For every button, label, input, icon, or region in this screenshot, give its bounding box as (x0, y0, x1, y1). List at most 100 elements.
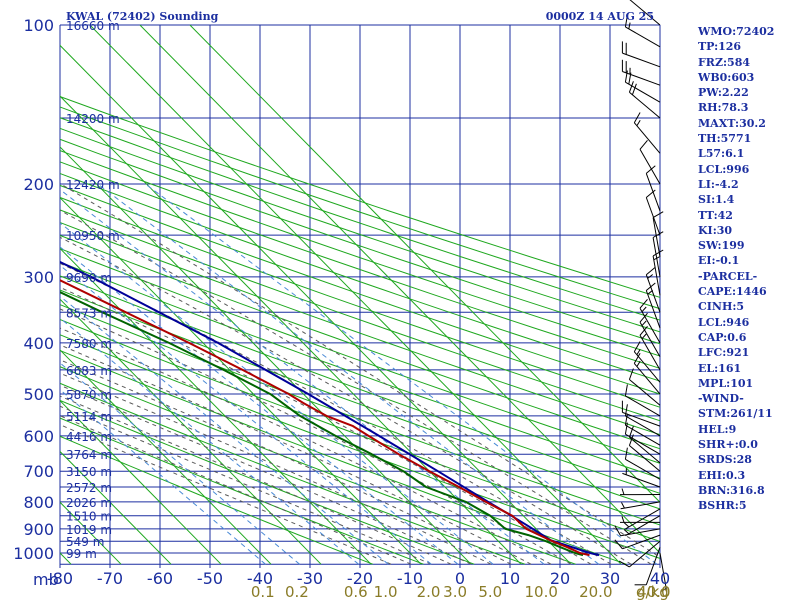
pressure-tick-label: 800 (23, 493, 54, 512)
mixing-ratio-line (97, 183, 600, 565)
wind-barb (621, 59, 661, 86)
wind-barb-staff (625, 81, 661, 103)
wind-barb-staff (633, 363, 661, 395)
wind-barb (624, 422, 661, 455)
moist-adiabat-line (60, 395, 452, 565)
temperature-tick-label: 0 (455, 569, 465, 588)
moist-adiabat-line (60, 405, 432, 565)
index-row: SRDS:28 (698, 453, 752, 467)
mixing-ratio-line (60, 246, 459, 565)
isotherm-line (60, 400, 222, 565)
dry-adiabat-line (60, 150, 660, 357)
wind-barb (619, 516, 661, 523)
height-label: 16660 m (66, 19, 120, 33)
index-row: EI:-0.1 (698, 254, 740, 268)
moist-adiabat-line (60, 183, 660, 558)
temperature-tick-labels: -80 -70 -60 -50 -40 -30 -20 -10 0 10 20 30 40 (47, 569, 670, 588)
mixing-ratio-tick-label: 40.0 (637, 583, 670, 600)
pressure-tick-label: 500 (23, 385, 54, 404)
wind-barb-feather (633, 112, 641, 123)
dry-adiabat-line (60, 289, 660, 510)
index-row: WB0:603 (698, 70, 755, 84)
wind-barb-feather (633, 353, 641, 364)
wind-barb (618, 540, 661, 568)
wind-barb-staff (645, 197, 661, 236)
wind-barb-staff (629, 540, 661, 568)
wind-barb (624, 413, 661, 446)
index-row: WMO:72402 (698, 25, 775, 38)
dry-adiabat-line (60, 248, 660, 464)
pressure-tick-label: 100 (23, 16, 54, 35)
wind-barb-feather (614, 525, 622, 537)
height-label: 5114 m (66, 410, 112, 424)
index-row: TT:42 (698, 208, 733, 222)
wind-barb (623, 508, 661, 530)
dry-adiabat-line (60, 366, 576, 565)
dry-adiabat-line (60, 117, 660, 321)
wind-barb-feather (624, 447, 628, 460)
wind-barb-feather (628, 434, 634, 446)
dry-adiabat-line (60, 318, 660, 542)
wind-barb-half-feather (636, 349, 641, 355)
height-label: 5870 m (66, 388, 112, 402)
mixing-ratio-line (60, 264, 432, 565)
wind-barb-feather (631, 83, 637, 95)
dry-adiabat-line (60, 138, 660, 345)
dry-adiabat-line (60, 349, 627, 565)
index-row: L57:6.1 (698, 147, 745, 161)
wind-barb (614, 534, 661, 550)
wind-barb (628, 434, 661, 472)
height-label: 3764 m (66, 448, 112, 462)
index-row: TH:5771 (698, 132, 752, 146)
wind-barb (645, 266, 661, 313)
index-row: CAPE:1446 (698, 285, 767, 299)
wind-barb (639, 312, 661, 358)
moist-adiabat-line (60, 209, 652, 565)
mixing-ratio-tick-label: 1.0 (374, 583, 398, 600)
index-row: EL:161 (698, 361, 742, 375)
wind-barb-staff (622, 71, 661, 86)
wind-barb (629, 0, 661, 26)
dry-adiabat-line (60, 275, 660, 494)
wind-barb-staff (652, 217, 661, 258)
wind-barb (624, 70, 661, 103)
wind-barb-staff (622, 411, 661, 427)
moist-adiabat-line (60, 359, 512, 565)
vertical-grid (59, 25, 661, 568)
wind-barb (624, 15, 661, 48)
pressure-tick-label: 600 (23, 427, 54, 446)
index-row: HEL:9 (698, 422, 737, 436)
index-row: TP:126 (698, 40, 742, 54)
isotherm-line (89, 25, 622, 565)
height-label: 6683 m (66, 364, 112, 378)
wind-barb-feather (628, 426, 634, 438)
dry-adiabat-line (60, 196, 660, 408)
moist-adiabat-line (60, 236, 632, 565)
moist-adiabat-line (60, 344, 532, 565)
wind-barb-feather (624, 70, 628, 83)
pressure-tick-label: 200 (23, 175, 54, 194)
isotherm-line (60, 298, 322, 565)
wind-barb-feather (624, 15, 628, 27)
wind-barb-staff (625, 515, 661, 537)
wind-barb-feather (618, 560, 630, 568)
index-row: RH:78.3 (698, 101, 749, 115)
wind-barb (639, 325, 661, 371)
wind-barb-staff (625, 415, 661, 437)
wind-barb (619, 488, 661, 496)
wind-barb-half-feather (628, 22, 631, 30)
wind-barb (659, 552, 668, 593)
wind-barb-staff (625, 508, 661, 530)
temperature-tick-label: -10 (397, 569, 423, 588)
mixing-ratio-tick-label: 0.6 (344, 583, 368, 600)
wind-barb (634, 547, 661, 586)
pressure-tick-label: 1000 (13, 544, 54, 563)
wind-barb-feather (645, 165, 656, 174)
dry-adiabat-line (60, 382, 526, 565)
wind-barb-half-feather (621, 516, 625, 523)
dry-adiabat-line (60, 127, 660, 333)
index-row: -WIND- (698, 392, 744, 406)
temperature-tick-label: -50 (197, 569, 223, 588)
temperature-tick-label: 30 (600, 569, 620, 588)
height-label: 99 m (66, 547, 97, 561)
